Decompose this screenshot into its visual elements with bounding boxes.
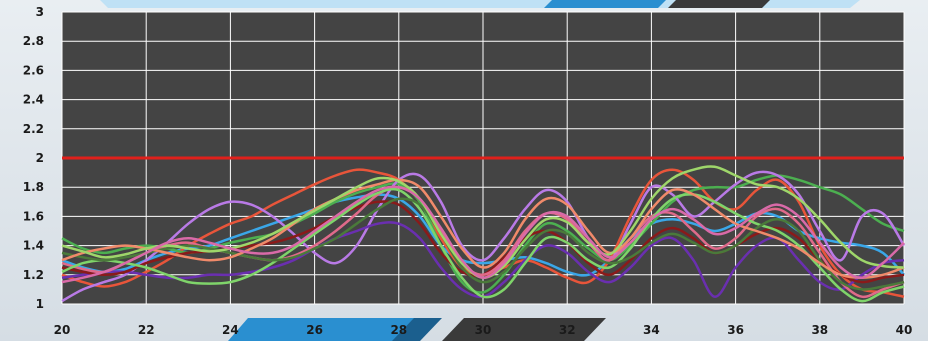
y-tick-label-4: 1.8 (23, 180, 44, 194)
x-axis-ticks: 20 22 24 26 28 30 32 34 36 38 40 (54, 323, 913, 337)
y-tick-label-5: 2 (36, 151, 44, 165)
y-tick-label-8: 2.6 (23, 63, 44, 77)
y-tick-label-2: 1.4 (23, 239, 44, 253)
decorative-stripes (100, 0, 860, 341)
series-line-4 (61, 170, 906, 303)
y-tick-label-1: 1.2 (23, 268, 44, 282)
series-line-8 (61, 187, 905, 303)
x-tick-label-1: 22 (138, 323, 155, 337)
x-tick-label-5: 30 (475, 323, 492, 337)
x-tick-label-2: 24 (222, 323, 239, 337)
y-tick-label-9: 2.8 (23, 34, 44, 48)
y-tick-label-0: 1 (36, 297, 44, 311)
series-line-9 (61, 197, 905, 291)
x-tick-label-7: 34 (643, 323, 660, 337)
series-line-12 (61, 185, 905, 284)
y-tick-label-10: 3 (36, 5, 44, 19)
series-line-10 (61, 178, 905, 279)
x-tick-label-6: 32 (559, 323, 576, 337)
y-tick-label-7: 2.4 (23, 93, 44, 107)
x-tick-label-9: 38 (811, 323, 828, 337)
x-tick-label-10: 40 (896, 323, 913, 337)
x-tick-label-3: 26 (306, 323, 323, 337)
x-tick-label-8: 36 (727, 323, 744, 337)
y-tick-label-6: 2.2 (23, 122, 44, 136)
y-axis-ticks: 1 1.2 1.4 1.6 1.8 2 2.2 2.4 2.6 2.8 3 (23, 5, 44, 311)
x-tick-label-4: 28 (390, 323, 407, 337)
series-group (61, 165, 906, 303)
y-tick-label-3: 1.6 (23, 209, 44, 223)
x-tick-label-0: 20 (54, 323, 71, 337)
